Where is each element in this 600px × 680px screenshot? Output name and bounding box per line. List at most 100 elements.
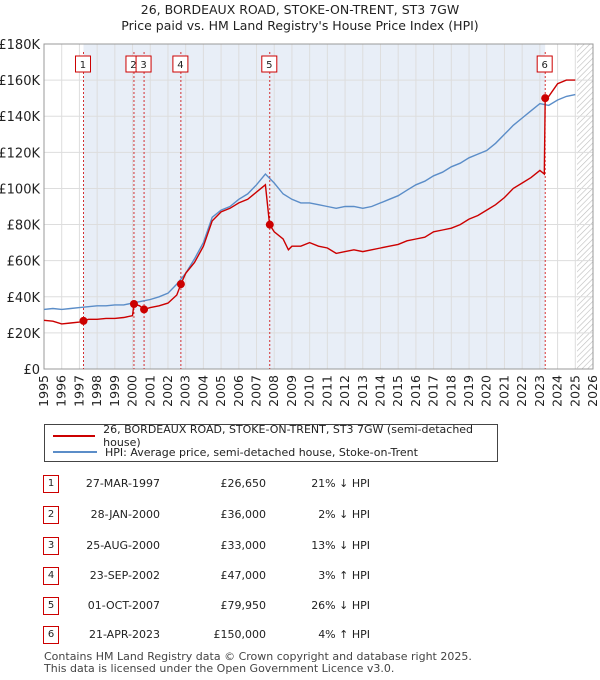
x-tick-label: 2010: [302, 375, 317, 407]
transaction-price: £36,000: [220, 508, 267, 521]
x-tick-label: 1999: [107, 375, 122, 407]
legend-item-hpi: HPI: Average price, semi-detached house,…: [53, 445, 418, 459]
sale-number-label: 1: [80, 60, 86, 71]
x-tick-label: 2008: [266, 375, 281, 407]
transaction-date: 28-JAN-2000: [90, 508, 160, 521]
transaction-date: 27-MAR-1997: [85, 477, 160, 490]
legend-label-price: 26, BORDEAUX ROAD, STOKE-ON-TRENT, ST3 7…: [103, 423, 474, 449]
y-tick-label: £100K: [0, 182, 40, 197]
plot-border: [43, 43, 594, 370]
transaction-number: 1: [43, 475, 59, 493]
x-tick-label: 2025: [567, 375, 582, 407]
transaction-hpi: 2% ↓ HPI: [318, 508, 370, 521]
y-tick-label: £160K: [0, 74, 40, 89]
y-tick-label: £180K: [0, 38, 40, 53]
sale-number-box: [536, 55, 553, 73]
future-hatch-area: [577, 44, 593, 369]
transaction-row: 4 23-SEP-2002 £47,000 3% ↑ HPI: [0, 567, 600, 587]
transaction-row: 1 27-MAR-1997 £26,650 21% ↓ HPI: [0, 475, 600, 495]
transaction-number: 4: [43, 567, 59, 585]
x-tick-label: 2003: [178, 375, 193, 407]
y-tick-label: £20K: [7, 327, 41, 342]
legend-item-price: 26, BORDEAUX ROAD, STOKE-ON-TRENT, ST3 7…: [53, 423, 497, 449]
transaction-date: 23-SEP-2002: [89, 569, 160, 582]
x-tick-label: 1995: [36, 375, 51, 407]
x-tick-label: 2002: [160, 375, 175, 407]
sale-period-band: [83, 44, 546, 369]
transaction-price: £79,950: [220, 599, 267, 612]
transaction-price: £150,000: [213, 628, 267, 641]
y-tick-label: £80K: [7, 219, 41, 234]
sale-point: [265, 220, 274, 229]
footer-copyright: Contains HM Land Registry data © Crown c…: [44, 650, 472, 663]
transaction-row: 2 28-JAN-2000 £36,000 2% ↓ HPI: [0, 506, 600, 526]
x-tick-label: 2014: [372, 375, 387, 407]
x-tick-label: 2007: [249, 375, 264, 407]
sale-number-label: 2: [130, 60, 136, 71]
x-tick-label: 2012: [337, 375, 352, 407]
transaction-hpi: 13% ↓ HPI: [311, 539, 370, 552]
sale-point: [140, 305, 149, 314]
sale-number-box: [74, 55, 91, 73]
x-tick-label: 2001: [142, 375, 157, 407]
x-tick-label: 2000: [125, 375, 140, 407]
transaction-number: 5: [43, 597, 59, 615]
legend-swatch-hpi: [53, 451, 97, 453]
x-tick-label: 2006: [231, 375, 246, 407]
sale-point: [541, 94, 550, 103]
legend-swatch-price: [53, 435, 96, 437]
sale-point: [129, 300, 138, 308]
sale-number-box: [135, 55, 152, 73]
chart-title-line1: 26, BORDEAUX ROAD, STOKE-ON-TRENT, ST3 7…: [140, 2, 460, 17]
x-tick-label: 2015: [390, 375, 405, 407]
price-chart: £0 £20K £40K £60K £80K £100K £120K £140K £160K £1…: [0, 38, 600, 407]
sale-number-label: 3: [140, 60, 146, 71]
x-tick-label: 2020: [479, 375, 494, 407]
sale-number-box: [261, 55, 278, 73]
x-tick-label: 2016: [408, 375, 423, 407]
transaction-row: 6 21-APR-2023 £150,000 4% ↑ HPI: [0, 626, 600, 646]
x-tick-label: 2022: [514, 375, 529, 407]
sale-number-box: [172, 55, 189, 73]
transaction-price: £47,000: [220, 569, 267, 582]
transaction-number: 2: [43, 506, 59, 524]
transaction-hpi: 26% ↓ HPI: [311, 599, 370, 612]
sale-number-label: 6: [541, 60, 547, 71]
x-tick-label: 2023: [532, 375, 547, 407]
x-tick-label: 2017: [426, 375, 441, 407]
x-tick-label: 2021: [496, 375, 511, 407]
transaction-date: 01-OCT-2007: [87, 599, 160, 612]
sale-number-label: 5: [266, 60, 272, 71]
x-tick-label: 2005: [213, 375, 228, 407]
x-tick-label: 1997: [71, 375, 86, 407]
x-tick-label: 2011: [319, 375, 334, 407]
footer: Contains HM Land Registry data © Crown c…: [44, 651, 472, 675]
transaction-number: 6: [43, 626, 59, 644]
price-series-line: [43, 79, 576, 325]
chart-title-line2: Price paid vs. HM Land Registry's House …: [121, 18, 479, 33]
footer-licence: This data is licensed under the Open Gov…: [44, 662, 395, 675]
transaction-number: 3: [43, 537, 59, 555]
sale-number-label: 4: [177, 60, 183, 71]
transaction-price: £26,650: [220, 477, 267, 490]
transaction-hpi: 21% ↓ HPI: [311, 477, 370, 490]
x-tick-label: 1998: [89, 375, 104, 407]
legend-label-hpi: HPI: Average price, semi-detached house,…: [105, 445, 418, 459]
y-tick-label: £120K: [0, 146, 40, 161]
transaction-hpi: 3% ↑ HPI: [318, 569, 370, 582]
x-tick-label: 1996: [54, 375, 69, 407]
x-tick-label: 2009: [284, 375, 299, 407]
y-tick-label: £60K: [7, 255, 41, 270]
transaction-price: £33,000: [220, 539, 267, 552]
x-tick-label: 2019: [461, 375, 476, 407]
y-tick-label: £40K: [7, 291, 41, 306]
transaction-row: 3 25-AUG-2000 £33,000 13% ↓ HPI: [0, 537, 600, 557]
transaction-date: 21-APR-2023: [88, 628, 160, 641]
y-tick-label: £0: [23, 363, 40, 378]
y-tick-label: £140K: [0, 110, 40, 125]
x-tick-label: 2013: [355, 375, 370, 407]
legend: 26, BORDEAUX ROAD, STOKE-ON-TRENT, ST3 7…: [44, 423, 498, 462]
x-tick-label: 2024: [550, 375, 565, 407]
sale-point: [176, 280, 185, 289]
transaction-date: 25-AUG-2000: [86, 539, 160, 552]
